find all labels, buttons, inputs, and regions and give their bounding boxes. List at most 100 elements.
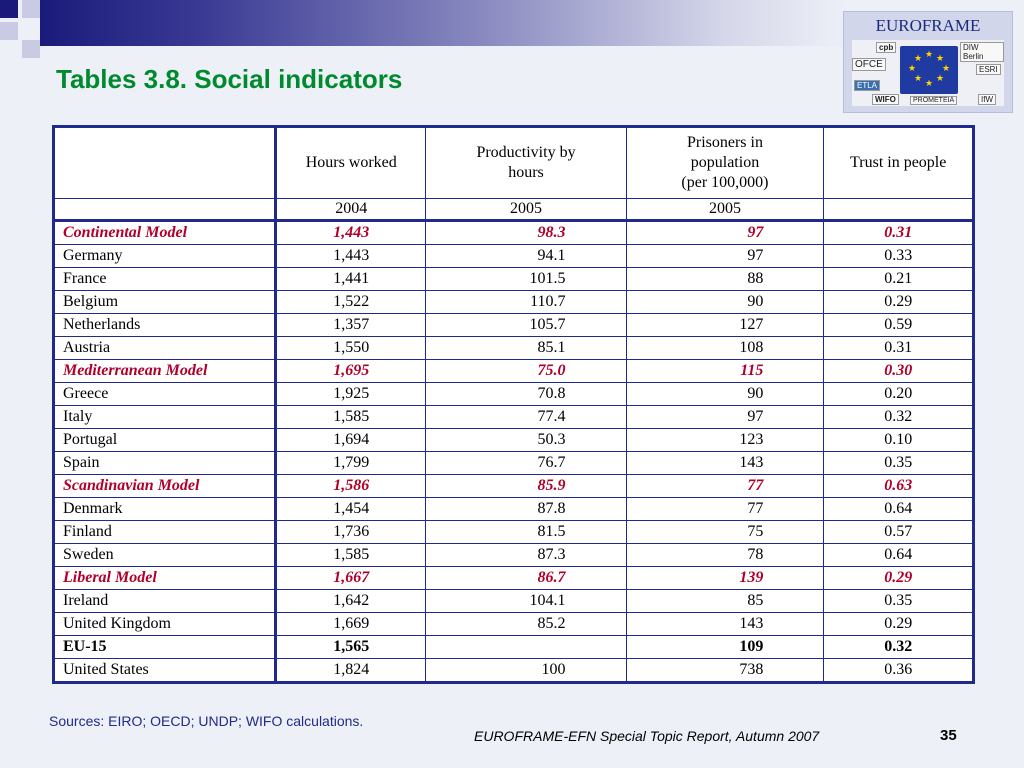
cell-trust: 0.31 [823, 220, 974, 245]
year-cell: 2005 [425, 198, 627, 221]
table-row: Sweden 1,585 87.3 78 0.64 [53, 543, 974, 567]
cell-trust: 0.64 [823, 497, 974, 521]
cell-hours-worked: 1,925 [274, 382, 427, 406]
cell-hours-worked: 1,454 [274, 497, 427, 521]
logo-label: PROMETEIA [910, 96, 958, 105]
slide-title: Tables 3.8. Social indicators [56, 64, 403, 94]
cell-productivity: 94.1 [425, 244, 627, 268]
cell-country: France [53, 267, 277, 291]
table-row: France 1,441 101.5 88 0.21 [53, 267, 974, 291]
cell-hours-worked: 1,522 [274, 290, 427, 314]
cell-trust: 0.20 [823, 382, 974, 406]
cell-hours-worked: 1,443 [274, 244, 427, 268]
cell-productivity: 86.7 [425, 566, 627, 590]
cell-trust: 0.29 [823, 566, 974, 590]
cell-hours-worked: 1,695 [274, 359, 427, 383]
header-cell-trust: Trust in people [823, 126, 974, 199]
cell-trust: 0.63 [823, 474, 974, 498]
logo-label: ETLA [854, 80, 881, 91]
cell-trust: 0.21 [823, 267, 974, 291]
header-line: (per 100,000) [681, 174, 769, 191]
logo-label: OFCE [852, 58, 886, 71]
cell-productivity [425, 635, 627, 659]
cell-prisoners: 109 [625, 635, 825, 659]
table-row: Denmark 1,454 87.8 77 0.64 [53, 497, 974, 521]
cell-prisoners: 75 [625, 520, 825, 544]
cell-prisoners: 77 [625, 474, 825, 498]
cell-trust: 0.57 [823, 520, 974, 544]
header-gradient-band [40, 0, 850, 46]
cell-productivity: 98.3 [425, 220, 627, 245]
logo-label: IfW [978, 94, 996, 105]
cell-country: Ireland [53, 589, 277, 613]
logo-label: ESRI [976, 64, 1001, 75]
cell-productivity: 50.3 [425, 428, 627, 452]
cell-trust: 0.35 [823, 451, 974, 475]
cell-prisoners: 115 [625, 359, 825, 383]
cell-trust: 0.59 [823, 313, 974, 337]
cell-productivity: 75.0 [425, 359, 627, 383]
decorative-square [0, 22, 18, 40]
table-body: Continental Model 1,443 98.3 97 0.31 Germany 1… [53, 220, 974, 683]
cell-country: United States [53, 658, 277, 683]
table-header-row: Hours worked Productivity by hours Priso… [53, 126, 974, 199]
header-line: hours [508, 164, 544, 181]
cell-prisoners: 143 [625, 451, 825, 475]
table-row-model: Scandinavian Model 1,586 85.9 77 0.63 [53, 474, 974, 498]
cell-productivity: 87.3 [425, 543, 627, 567]
cell-country: Scandinavian Model [53, 474, 277, 498]
table-row: Austria 1,550 85.1 108 0.31 [53, 336, 974, 360]
eu-flag-icon: ★ ★ ★ ★ ★ ★ ★ ★ [900, 46, 958, 94]
cell-country: Belgium [53, 290, 277, 314]
cell-country: Spain [53, 451, 277, 475]
decorative-square [0, 0, 18, 18]
year-cell: 2005 [625, 198, 825, 221]
cell-country: Germany [53, 244, 277, 268]
cell-prisoners: 139 [625, 566, 825, 590]
year-cell [53, 198, 277, 221]
year-cell: 2004 [274, 198, 427, 221]
cell-productivity: 100 [425, 658, 627, 683]
table-row-eu: EU-15 1,565 109 0.32 [53, 635, 974, 659]
cell-prisoners: 77 [625, 497, 825, 521]
social-indicators-table-wrap: Hours worked Productivity by hours Priso… [52, 125, 975, 684]
logo-body: ★ ★ ★ ★ ★ ★ ★ ★ cpb DIW Berlin OFCE ETLA… [852, 40, 1004, 106]
cell-productivity: 76.7 [425, 451, 627, 475]
table-row: Finland 1,736 81.5 75 0.57 [53, 520, 974, 544]
cell-trust: 0.10 [823, 428, 974, 452]
cell-hours-worked: 1,586 [274, 474, 427, 498]
cell-prisoners: 85 [625, 589, 825, 613]
cell-country: Denmark [53, 497, 277, 521]
table-row-model: Liberal Model 1,667 86.7 139 0.29 [53, 566, 974, 590]
table-row: Netherlands 1,357 105.7 127 0.59 [53, 313, 974, 337]
cell-trust: 0.36 [823, 658, 974, 683]
footer-text: EUROFRAME-EFN Special Topic Report, Autu… [474, 728, 820, 744]
cell-hours-worked: 1,357 [274, 313, 427, 337]
header-cell-hours: Hours worked [274, 126, 427, 199]
cell-prisoners: 90 [625, 382, 825, 406]
cell-country: Austria [53, 336, 277, 360]
cell-trust: 0.29 [823, 612, 974, 636]
table-row: Belgium 1,522 110.7 90 0.29 [53, 290, 974, 314]
cell-prisoners: 108 [625, 336, 825, 360]
header-cell-productivity: Productivity by hours [425, 126, 627, 199]
cell-country: Sweden [53, 543, 277, 567]
cell-productivity: 110.7 [425, 290, 627, 314]
cell-hours-worked: 1,669 [274, 612, 427, 636]
cell-productivity: 87.8 [425, 497, 627, 521]
cell-trust: 0.31 [823, 336, 974, 360]
cell-country: Finland [53, 520, 277, 544]
cell-productivity: 101.5 [425, 267, 627, 291]
cell-trust: 0.32 [823, 635, 974, 659]
cell-hours-worked: 1,585 [274, 543, 427, 567]
cell-country: Netherlands [53, 313, 277, 337]
cell-productivity: 105.7 [425, 313, 627, 337]
table-row-model: Continental Model 1,443 98.3 97 0.31 [53, 220, 974, 245]
cell-trust: 0.35 [823, 589, 974, 613]
cell-productivity: 81.5 [425, 520, 627, 544]
cell-country: Continental Model [53, 220, 277, 245]
cell-productivity: 70.8 [425, 382, 627, 406]
cell-hours-worked: 1,441 [274, 267, 427, 291]
cell-prisoners: 90 [625, 290, 825, 314]
cell-hours-worked: 1,585 [274, 405, 427, 429]
